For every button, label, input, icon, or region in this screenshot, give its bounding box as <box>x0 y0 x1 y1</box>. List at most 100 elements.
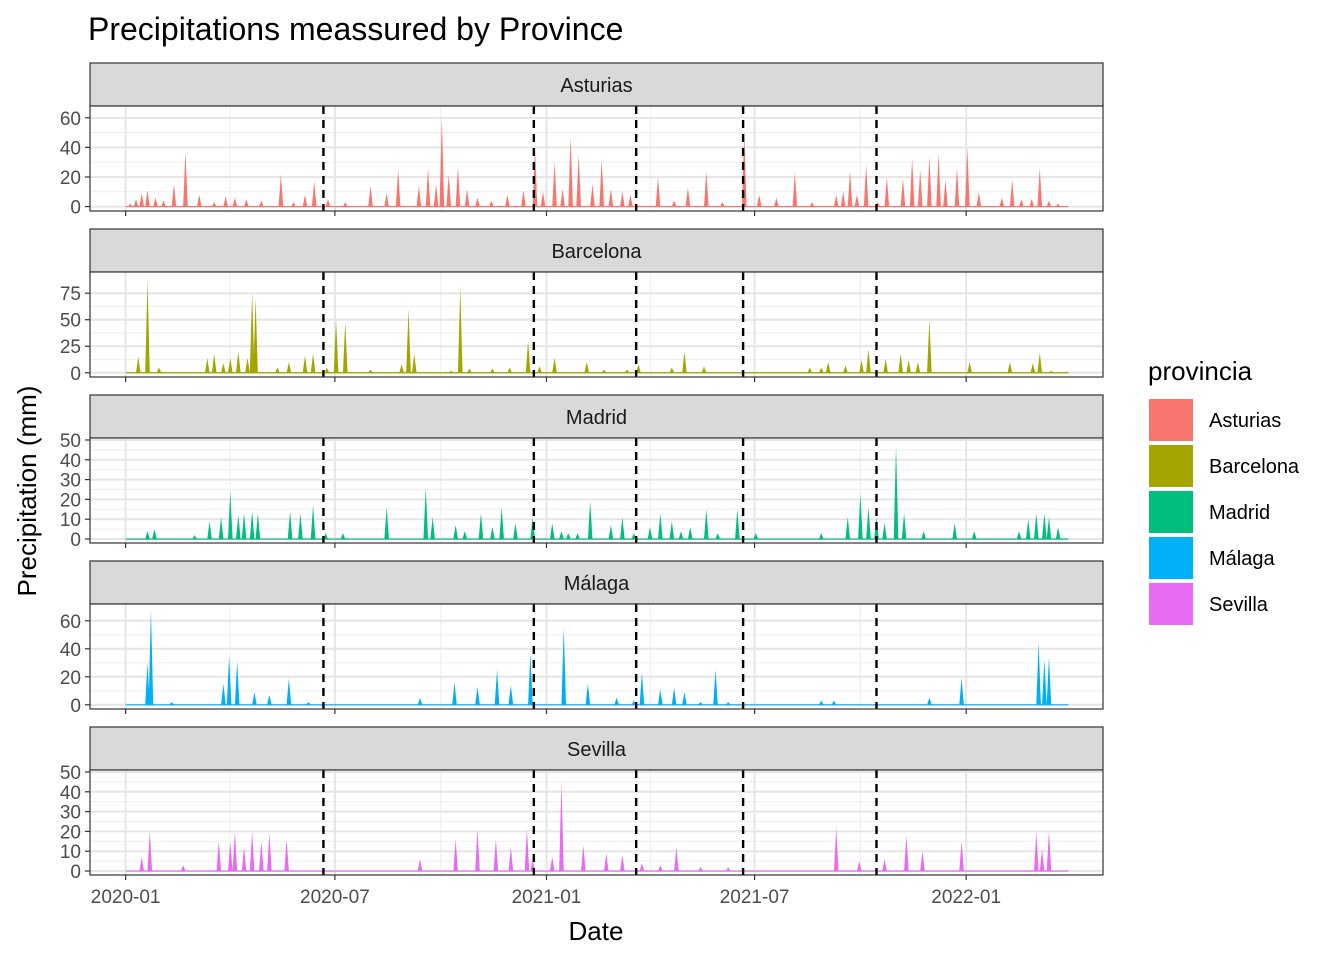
area-peak <box>566 533 571 540</box>
area-peak <box>584 362 590 373</box>
area-peak <box>221 683 226 705</box>
area-peak <box>439 117 445 207</box>
area-peak <box>528 653 533 705</box>
y-tick-label: 0 <box>70 198 81 219</box>
area-peak <box>252 692 257 705</box>
area-peak <box>671 200 677 207</box>
area-peak <box>959 841 964 872</box>
area-peak <box>845 517 851 540</box>
area-peak <box>568 137 573 207</box>
area-peak <box>698 867 703 872</box>
area-peak <box>901 513 907 540</box>
area-peak <box>241 513 247 540</box>
area-peak <box>900 178 906 207</box>
facet-strip-label: Málaga <box>564 573 630 595</box>
area-peak <box>624 369 630 373</box>
area-peak <box>148 609 154 705</box>
area-peak <box>906 360 911 373</box>
x-tick-label: 2021-07 <box>720 887 790 908</box>
legend-key <box>1149 583 1193 625</box>
area-peak <box>275 367 280 373</box>
area-peak <box>927 697 932 705</box>
legend-entry-sevilla: Sevilla <box>1149 583 1269 625</box>
area-peak <box>658 689 663 705</box>
area-peak <box>462 531 468 540</box>
area-peak <box>580 845 586 872</box>
y-tick-label: 60 <box>60 612 81 633</box>
area-peak <box>161 200 166 207</box>
area-peak <box>423 487 429 540</box>
area-peak <box>505 194 510 207</box>
area-peak <box>620 191 625 207</box>
area-peak <box>333 319 339 373</box>
area-peak <box>259 841 264 872</box>
panel-border <box>89 105 1104 212</box>
y-tick-label: 40 <box>60 138 81 159</box>
area-peak <box>232 197 238 207</box>
y-tick-label: 20 <box>60 668 81 689</box>
area-peak <box>976 191 982 207</box>
area-peak <box>1046 657 1052 705</box>
area-peak <box>244 199 249 207</box>
legend-key <box>1149 491 1193 533</box>
panel-background <box>90 438 1103 543</box>
area-peak <box>433 184 439 207</box>
area-peak <box>147 831 153 872</box>
area-peak <box>560 188 565 207</box>
area-peak <box>735 509 740 540</box>
area-peak <box>866 507 871 540</box>
area-peak <box>340 533 346 540</box>
area-peak <box>1019 199 1024 207</box>
area-peak <box>1048 370 1054 373</box>
area-peak <box>287 511 293 540</box>
x-tick-label: 2020-01 <box>91 887 161 908</box>
area-peak <box>1055 203 1061 207</box>
area-peak <box>959 678 964 705</box>
area-peak <box>954 168 960 207</box>
area-peak <box>207 521 212 540</box>
area-peak <box>927 156 932 207</box>
area-peak <box>156 367 162 373</box>
area-peak <box>249 831 255 872</box>
y-tick-label: 20 <box>60 168 81 189</box>
area-peak <box>549 857 555 872</box>
area-peak <box>133 199 139 207</box>
area-peak <box>259 200 264 207</box>
area-peak <box>494 669 500 705</box>
facet-strip-label: Madrid <box>566 407 627 429</box>
area-peak <box>682 692 687 705</box>
area-peak <box>368 185 373 207</box>
y-tick-label: 40 <box>60 783 81 804</box>
panel-border <box>89 271 1104 378</box>
y-tick-label: 0 <box>70 862 81 883</box>
area-peak <box>236 351 241 373</box>
y-tick-label: 50 <box>60 431 81 452</box>
area-peak <box>628 194 633 207</box>
panel-border <box>89 603 1104 710</box>
area-peak <box>909 157 915 207</box>
area-peak <box>669 367 675 373</box>
area-peak <box>559 781 564 872</box>
area-peak <box>658 513 663 540</box>
area-peak <box>685 187 691 207</box>
facet-strip <box>89 62 1104 107</box>
facet-strip-label: Barcelona <box>551 241 642 263</box>
area-peak <box>139 857 145 872</box>
area-peak <box>704 171 709 207</box>
legend-key <box>1149 537 1193 579</box>
area-peak <box>216 841 222 872</box>
area-peak <box>725 867 731 872</box>
area-peak <box>525 340 531 373</box>
area-peak <box>674 847 679 872</box>
legend-entry-barcelona: Barcelona <box>1149 445 1300 487</box>
facet-strip <box>89 228 1104 273</box>
area-peak <box>647 527 653 540</box>
area-peak <box>368 369 373 373</box>
area-peak <box>152 529 157 540</box>
area-peak <box>825 362 831 373</box>
area-peak <box>620 855 625 872</box>
area-peak <box>1046 831 1052 872</box>
area-peak <box>430 517 435 540</box>
legend-label: Sevilla <box>1209 594 1269 616</box>
